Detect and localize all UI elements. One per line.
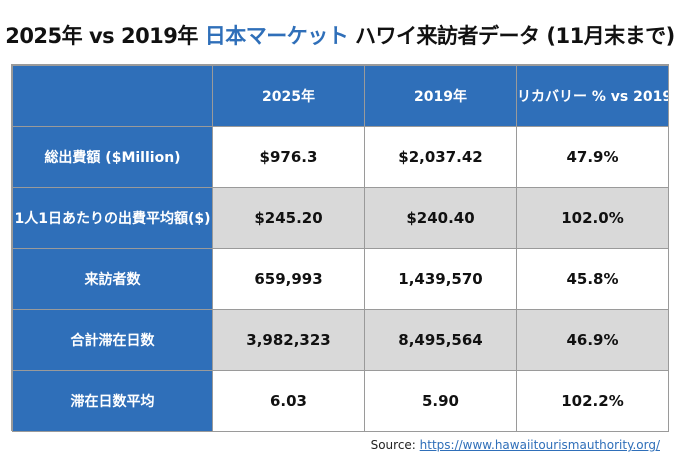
title-part-1: 2025年 vs 2019年 bbox=[5, 24, 205, 48]
cell-recovery: 45.8% bbox=[516, 248, 669, 310]
title-accent: 日本マーケット bbox=[204, 24, 349, 48]
cell-2019: $240.40 bbox=[364, 187, 517, 249]
row-label: 滞在日数平均 bbox=[12, 370, 213, 432]
row-label: 合計滞在日数 bbox=[12, 309, 213, 371]
cell-2025: 6.03 bbox=[212, 370, 365, 432]
table-row: 合計滞在日数 3,982,323 8,495,564 46.9% bbox=[12, 309, 669, 371]
cell-2019: 5.90 bbox=[364, 370, 517, 432]
cell-recovery: 102.0% bbox=[516, 187, 669, 249]
source-link[interactable]: https://www.hawaiitourismauthority.org/ bbox=[419, 438, 660, 452]
header-recovery: リカバリー % vs 2019年 bbox=[516, 65, 669, 127]
cell-2019: 8,495,564 bbox=[364, 309, 517, 371]
cell-recovery: 102.2% bbox=[516, 370, 669, 432]
header-2025: 2025年 bbox=[212, 65, 365, 127]
cell-2025: $976.3 bbox=[212, 126, 365, 188]
data-table-container: 2025年 2019年 リカバリー % vs 2019年 総出費額 ($Mill… bbox=[11, 64, 669, 432]
cell-recovery: 47.9% bbox=[516, 126, 669, 188]
header-corner bbox=[12, 65, 213, 127]
cell-2025: $245.20 bbox=[212, 187, 365, 249]
cell-2025: 659,993 bbox=[212, 248, 365, 310]
table-row: 総出費額 ($Million) $976.3 $2,037.42 47.9% bbox=[12, 126, 669, 188]
table-row: 1人1日あたりの出費平均額($) $245.20 $240.40 102.0% bbox=[12, 187, 669, 249]
title-part-2: ハワイ来訪者データ (11月末まで) bbox=[348, 24, 675, 48]
cell-2019: $2,037.42 bbox=[364, 126, 517, 188]
header-2019: 2019年 bbox=[364, 65, 517, 127]
cell-recovery: 46.9% bbox=[516, 309, 669, 371]
cell-2019: 1,439,570 bbox=[364, 248, 517, 310]
page-title: 2025年 vs 2019年 日本マーケット ハワイ来訪者データ (11月末まで… bbox=[0, 20, 680, 50]
row-label: 総出費額 ($Million) bbox=[12, 126, 213, 188]
row-label: 来訪者数 bbox=[12, 248, 213, 310]
visitor-data-table: 2025年 2019年 リカバリー % vs 2019年 総出費額 ($Mill… bbox=[12, 65, 669, 432]
source-label: Source: bbox=[370, 438, 420, 452]
cell-2025: 3,982,323 bbox=[212, 309, 365, 371]
header-row: 2025年 2019年 リカバリー % vs 2019年 bbox=[12, 65, 669, 127]
table-row: 滞在日数平均 6.03 5.90 102.2% bbox=[12, 370, 669, 432]
table-row: 来訪者数 659,993 1,439,570 45.8% bbox=[12, 248, 669, 310]
source-note: Source: https://www.hawaiitourismauthori… bbox=[371, 438, 660, 452]
row-label: 1人1日あたりの出費平均額($) bbox=[12, 187, 213, 249]
